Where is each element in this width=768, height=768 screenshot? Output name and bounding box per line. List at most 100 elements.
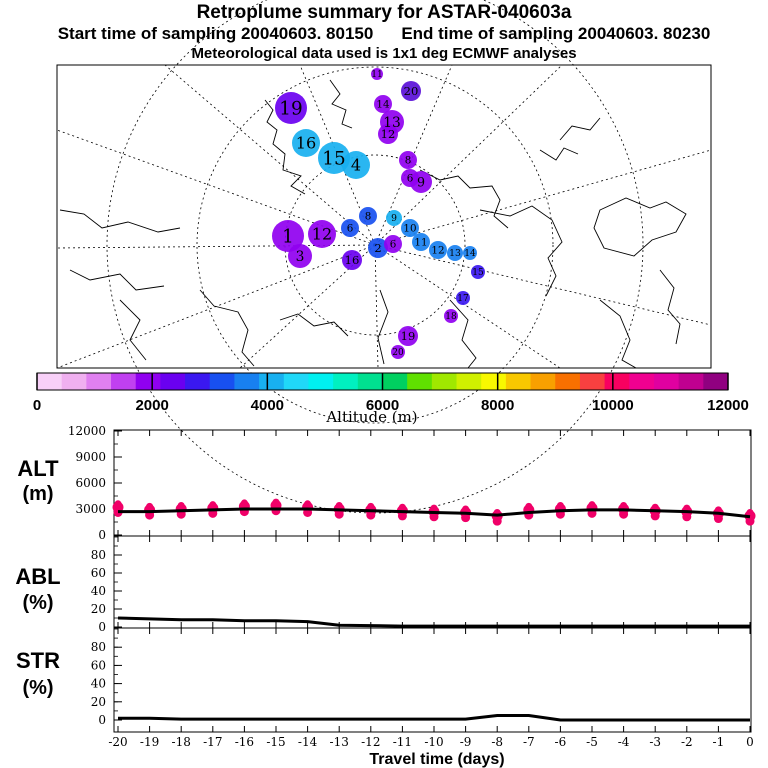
cluster-label: 1 xyxy=(282,226,294,247)
cluster-bubble xyxy=(292,129,320,157)
colorbar-segment xyxy=(111,373,137,390)
coastline xyxy=(377,289,389,365)
colorbar-segment xyxy=(160,373,186,390)
colorbar-segment xyxy=(481,373,507,390)
alt-cluster-point xyxy=(682,512,692,522)
coastline xyxy=(659,269,681,345)
coastline xyxy=(329,79,353,129)
x-tick-label: -20 xyxy=(108,735,127,749)
alt-cluster-point xyxy=(619,509,629,519)
cluster-label: 8 xyxy=(405,155,412,167)
colorbar-segment xyxy=(185,373,211,390)
colorbar-segment xyxy=(678,373,704,390)
colorbar-segment xyxy=(209,373,235,390)
cluster-bubble xyxy=(444,309,458,323)
cluster-label: 13 xyxy=(449,248,461,259)
colorbar-segment xyxy=(382,373,408,390)
x-tick-label: -6 xyxy=(555,735,567,749)
alt-cluster-point xyxy=(114,500,122,508)
x-tick-label: -15 xyxy=(266,735,285,749)
colorbar-segment xyxy=(259,373,285,390)
colorbar-segment xyxy=(308,373,334,390)
cluster-bubble xyxy=(341,219,359,237)
colorbar-tick-label: 0 xyxy=(33,397,41,414)
y-tick-label: 40 xyxy=(91,584,106,598)
alt-cluster-point xyxy=(146,502,154,510)
cluster-label: 14 xyxy=(464,249,476,259)
colorbar-segment xyxy=(530,373,556,390)
start-time-label: Start time of sampling 20040603. 80150 xyxy=(57,24,374,43)
cluster-bubble xyxy=(371,68,383,80)
cluster-bubble xyxy=(412,233,430,251)
x-tick-label: -19 xyxy=(140,735,159,749)
x-tick-label: -12 xyxy=(361,735,380,749)
colorbar-segment xyxy=(431,373,458,390)
colorbar-tick-label: 8000 xyxy=(481,397,514,414)
cluster-label: 4 xyxy=(351,156,361,175)
coastline xyxy=(599,299,637,369)
cluster-bubble xyxy=(368,238,388,258)
alt-cluster-point xyxy=(588,501,596,509)
y-tick-label: 12000 xyxy=(68,424,106,438)
x-tick-label: -10 xyxy=(424,735,443,749)
cluster-bubble xyxy=(288,244,312,268)
y-tick-label: 40 xyxy=(91,677,106,691)
colorbar-segment xyxy=(555,373,581,390)
coastline xyxy=(449,299,477,369)
x-tick-label: 0 xyxy=(746,735,754,749)
str-panel-unit: (%) xyxy=(22,677,53,699)
cluster-bubble xyxy=(384,235,402,253)
alt-y-axis: 12000 9000 6000 3000 0 xyxy=(68,424,122,542)
coastline xyxy=(559,117,601,141)
y-tick-label: 0 xyxy=(98,620,106,634)
coastline xyxy=(264,99,306,195)
colorbar-segment xyxy=(283,373,309,390)
cluster-bubble xyxy=(318,142,350,174)
coastline xyxy=(69,269,165,291)
x-tick-label: -7 xyxy=(523,735,535,749)
colorbar-tick-label: 10000 xyxy=(592,397,634,414)
meridian xyxy=(374,244,561,369)
panels-frame xyxy=(113,429,752,733)
str-panel-label: STR xyxy=(16,648,60,673)
cluster-label: 14 xyxy=(376,99,390,111)
alt-cluster-point xyxy=(367,502,375,510)
colorbar-segment xyxy=(234,373,260,390)
cluster-label: 16 xyxy=(345,253,360,267)
cluster-label: 12 xyxy=(431,245,444,257)
colorbar-segment xyxy=(456,373,482,390)
colorbar-segment xyxy=(61,373,87,390)
alt-cluster-point xyxy=(462,505,470,513)
cluster-bubble xyxy=(456,291,470,305)
alt-cluster-point xyxy=(209,501,217,509)
cluster-label: 3 xyxy=(296,249,305,265)
cluster-bubble xyxy=(429,241,447,259)
colorbar-segment xyxy=(86,373,112,390)
meridian xyxy=(374,64,563,246)
cluster-label: 19 xyxy=(401,329,416,343)
alt-cluster-point xyxy=(177,502,185,510)
cluster-bubble xyxy=(447,245,463,261)
alt-cluster-point xyxy=(745,516,755,526)
colorbar-segment xyxy=(505,373,532,390)
colorbar-segment xyxy=(407,373,433,390)
colorbar-tick-label: 12000 xyxy=(707,397,749,414)
colorbar-tick-label: 4000 xyxy=(251,397,284,414)
met-data-label: Meteorological data used is 1x1 deg ECMW… xyxy=(191,45,577,62)
alt-cluster-point xyxy=(683,504,691,512)
alt-mean-line xyxy=(118,507,751,519)
cluster-bubble xyxy=(401,81,421,101)
y-tick-label: 20 xyxy=(91,695,106,709)
cluster-bubble xyxy=(275,92,307,124)
abl-line xyxy=(117,616,750,628)
cluster-bubble xyxy=(401,219,419,237)
cluster-label: 15 xyxy=(322,148,345,169)
y-tick-label: 3000 xyxy=(75,502,106,516)
alt-cluster-point xyxy=(461,513,471,523)
alt-cluster-point xyxy=(366,510,376,520)
alt-cluster-point xyxy=(713,514,723,524)
cluster-label: 18 xyxy=(445,312,457,322)
